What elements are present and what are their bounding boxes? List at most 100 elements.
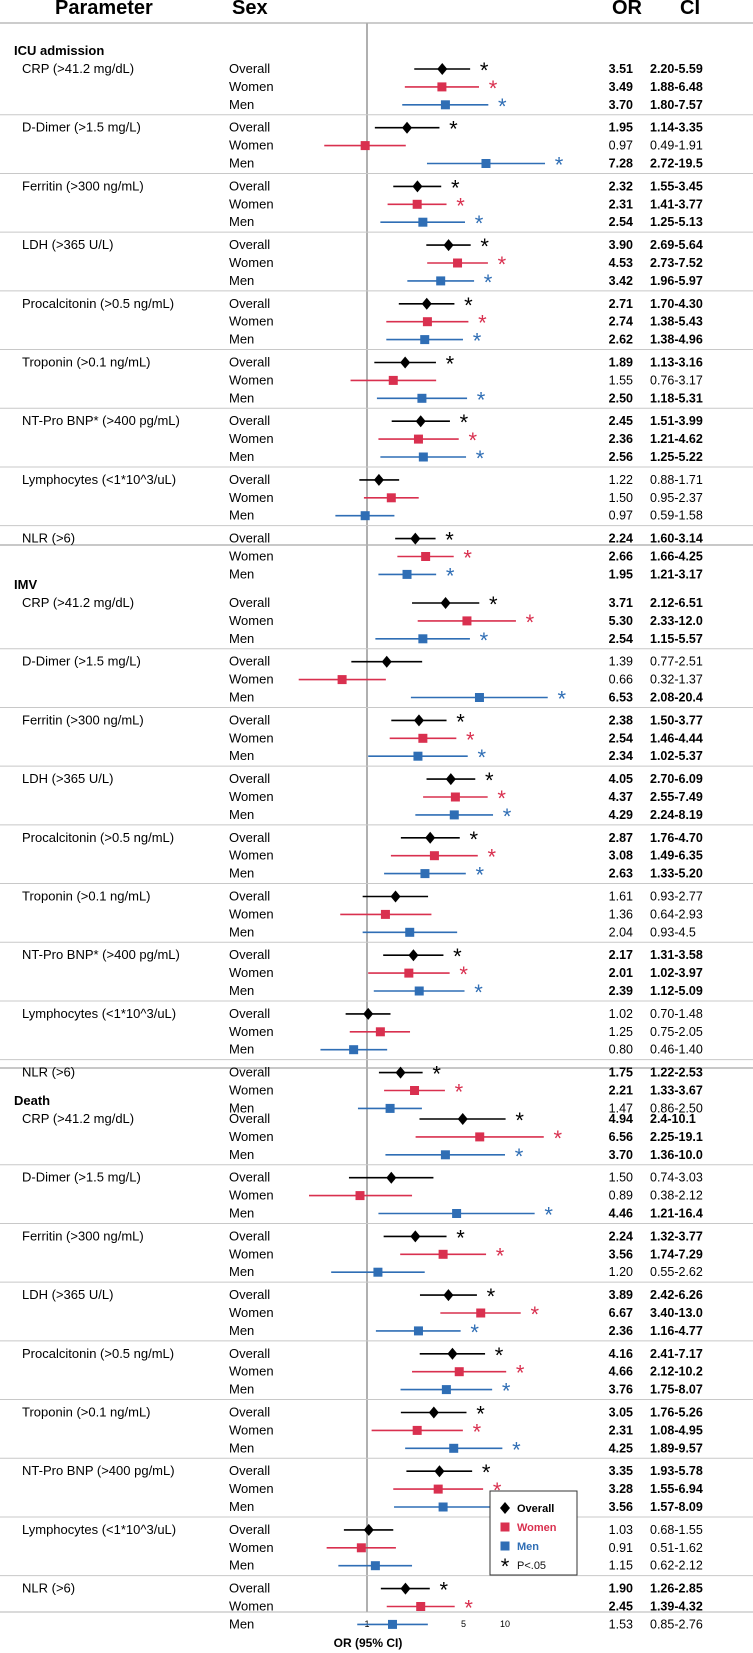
significance-asterisk: *: [496, 1243, 505, 1268]
estimate-diamond: [443, 239, 454, 252]
ci-value: 0.59-1.58: [650, 509, 703, 523]
sex-label: Overall: [229, 1405, 270, 1420]
ci-value: 1.25-5.22: [650, 450, 703, 464]
sex-label: Men: [229, 983, 254, 998]
estimate-diamond: [413, 714, 424, 727]
significance-asterisk: *: [480, 58, 489, 83]
estimate-diamond: [400, 1582, 411, 1595]
ci-value: 1.46-4.44: [650, 731, 703, 745]
parameter-label: Ferritin (>300 ng/mL): [22, 178, 144, 193]
sex-label: Men: [229, 1616, 254, 1631]
significance-asterisk: *: [497, 786, 506, 811]
significance-asterisk: *: [480, 628, 489, 653]
sex-label: Women: [229, 613, 274, 628]
significance-asterisk: *: [480, 234, 489, 259]
estimate-square: [420, 335, 430, 345]
significance-asterisk: *: [482, 1460, 491, 1485]
significance-asterisk: *: [495, 1343, 504, 1368]
sex-label: Overall: [229, 1111, 270, 1126]
sex-label: Men: [229, 390, 254, 405]
or-value: 2.01: [609, 966, 633, 980]
or-value: 4.16: [609, 1347, 633, 1361]
ci-value: 1.21-3.17: [650, 567, 703, 581]
parameter-label: Ferritin (>300 ng/mL): [22, 712, 144, 727]
or-value: 1.53: [609, 1617, 633, 1631]
ci-value: 1.88-6.48: [650, 80, 703, 94]
sex-label: Men: [229, 214, 254, 229]
estimate-diamond: [402, 121, 413, 134]
or-value: 3.56: [609, 1247, 633, 1261]
or-value: 2.38: [609, 713, 633, 727]
parameter-label: Troponin (>0.1 ng/mL): [22, 355, 151, 370]
estimate-square: [438, 1249, 448, 1259]
ci-value: 1.12-5.09: [650, 984, 703, 998]
sex-label: Women: [229, 1364, 274, 1379]
estimate-diamond: [440, 597, 451, 609]
sex-label: Overall: [229, 712, 270, 727]
significance-asterisk: *: [473, 329, 482, 354]
ci-value: 1.33-3.67: [650, 1084, 703, 1098]
x-tick-label: 10: [500, 1619, 510, 1629]
estimate-square: [373, 1267, 383, 1277]
or-value: 2.87: [609, 831, 633, 845]
ci-value: 1.55-6.94: [650, 1482, 703, 1496]
ci-value: 0.64-2.93: [650, 907, 703, 921]
significance-asterisk: *: [530, 1302, 539, 1327]
ci-value: 2.20-5.59: [650, 62, 703, 76]
ci-value: 1.49-6.35: [650, 849, 703, 863]
estimate-square: [380, 909, 390, 919]
ci-value: 2.33-12.0: [650, 614, 703, 628]
sex-label: Women: [229, 672, 274, 687]
significance-asterisk: *: [477, 745, 486, 770]
estimate-diamond: [400, 356, 411, 369]
estimate-square: [404, 968, 414, 978]
sex-label: Overall: [229, 120, 270, 135]
significance-asterisk: *: [503, 804, 512, 829]
or-value: 1.50: [609, 1171, 633, 1185]
significance-asterisk: *: [455, 1080, 464, 1105]
or-value: 4.29: [609, 808, 633, 822]
sex-label: Men: [229, 449, 254, 464]
ci-value: 1.21-16.4: [650, 1207, 703, 1221]
or-value: 1.47: [609, 1101, 633, 1115]
estimate-square: [349, 1045, 359, 1055]
estimate-square: [375, 1027, 385, 1037]
sex-label: Men: [229, 807, 254, 822]
ci-value: 1.57-8.09: [650, 1500, 703, 1514]
significance-asterisk: *: [466, 727, 475, 752]
sex-label: Overall: [229, 296, 270, 311]
estimate-square: [410, 1086, 420, 1095]
ci-value: 1.93-5.78: [650, 1464, 703, 1478]
estimate-square: [440, 100, 450, 110]
estimate-diamond: [437, 63, 448, 75]
parameter-label: D-Dimer (>1.5 mg/L): [22, 1170, 141, 1185]
or-value: 2.17: [609, 948, 633, 962]
ci-value: 1.13-3.16: [650, 356, 703, 370]
parameter-label: LDH (>365 U/L): [22, 237, 113, 252]
legend-marker-asterisk: *: [501, 1554, 510, 1579]
significance-asterisk: *: [475, 211, 484, 236]
estimate-square: [450, 792, 460, 802]
or-value: 4.25: [609, 1441, 633, 1455]
sex-label: Women: [229, 196, 274, 211]
section-title: IMV: [14, 577, 37, 592]
sex-label: Women: [229, 1188, 274, 1203]
sex-label: Women: [229, 314, 274, 329]
or-value: 2.56: [609, 450, 633, 464]
sex-label: Overall: [229, 472, 270, 487]
or-value: 2.04: [609, 925, 633, 939]
or-value: 7.28: [609, 157, 633, 171]
significance-asterisk: *: [554, 1126, 563, 1151]
or-value: 2.54: [609, 731, 633, 745]
significance-asterisk: *: [488, 845, 497, 870]
estimate-square: [370, 1561, 380, 1571]
or-value: 0.97: [609, 139, 633, 153]
or-value: 1.75: [609, 1066, 633, 1080]
or-value: 2.71: [609, 297, 633, 311]
significance-asterisk: *: [476, 1402, 485, 1427]
ci-value: 0.51-1.62: [650, 1541, 703, 1555]
estimate-square: [412, 1425, 422, 1435]
ci-value: 1.38-5.43: [650, 315, 703, 329]
ci-value: 1.22-2.53: [650, 1066, 703, 1080]
